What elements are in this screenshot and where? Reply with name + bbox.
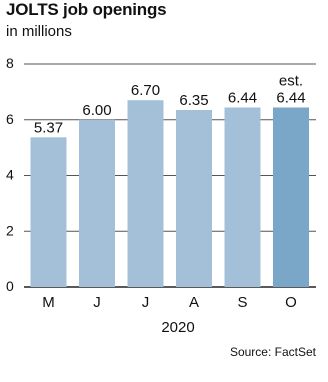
- chart-source: Source: FactSet: [229, 345, 316, 359]
- y-tick-label: 8: [6, 55, 14, 71]
- data-label: 6.44: [276, 89, 305, 106]
- data-label: 6.00: [82, 102, 111, 119]
- grid-lines: [24, 63, 316, 288]
- x-tick-label: S: [237, 294, 247, 311]
- x-tick-label: O: [285, 294, 297, 311]
- bar: [176, 109, 212, 288]
- data-label: 6.70: [131, 82, 160, 99]
- x-tick-label: M: [42, 294, 55, 311]
- x-axis-label: 2020: [161, 319, 194, 336]
- estimate-label: est.: [279, 72, 303, 89]
- x-tick-label: J: [142, 294, 150, 311]
- chart-title: JOLTS job openings: [6, 0, 167, 19]
- x-tick-label: J: [93, 294, 101, 311]
- bar: [224, 107, 261, 287]
- y-tick-label: 2: [6, 222, 14, 238]
- y-tick-label: 0: [6, 278, 14, 294]
- bars: [30, 100, 309, 288]
- bar: [30, 137, 67, 287]
- bar: [127, 100, 164, 287]
- data-label: 6.35: [179, 92, 208, 109]
- data-label: 6.44: [228, 89, 257, 106]
- y-tick-label: 4: [6, 167, 14, 183]
- bar-estimate: [273, 107, 309, 287]
- data-label: 5.37: [34, 119, 63, 136]
- x-tick-label: A: [189, 294, 199, 311]
- bar: [79, 119, 115, 287]
- labels: 024685.37M6.00J6.70J6.35A6.44S6.44est.O2…: [6, 55, 306, 336]
- chart-subtitle: in millions: [6, 23, 72, 40]
- y-tick-label: 6: [6, 111, 14, 127]
